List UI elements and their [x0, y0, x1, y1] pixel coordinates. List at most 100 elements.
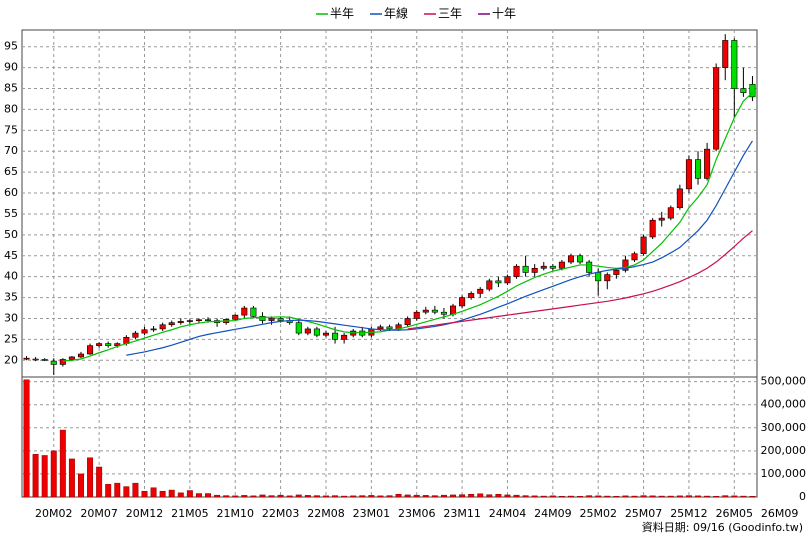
candle-body — [649, 219, 656, 238]
volume-bar — [214, 494, 221, 498]
volume-bar — [150, 487, 157, 498]
volume-tick-label: 500,000 — [761, 375, 807, 388]
candle-body — [277, 318, 284, 321]
candle-body — [422, 309, 429, 313]
candle-body — [50, 360, 57, 365]
y-tick-label: 50 — [4, 228, 18, 241]
candle-body — [413, 311, 420, 319]
candle-body — [177, 321, 184, 323]
candle-body — [667, 207, 674, 219]
candle-body — [713, 67, 720, 150]
volume-bar — [232, 495, 239, 498]
candle-body — [722, 40, 729, 68]
volume-bar — [41, 455, 48, 498]
y-tick-label: 85 — [4, 82, 18, 95]
volume-bar — [223, 495, 230, 498]
volume-bar — [141, 490, 148, 498]
volume-bar — [250, 495, 257, 498]
candle-body — [159, 324, 166, 330]
volume-bar — [123, 486, 130, 498]
candle-body — [522, 265, 529, 273]
candle-body — [241, 307, 248, 316]
volume-bar — [295, 494, 302, 498]
volume-bar — [359, 495, 366, 498]
x-tick-label: 23M06 — [398, 507, 436, 520]
volume-bar — [676, 495, 683, 498]
candle-body — [540, 265, 547, 269]
candle-body — [595, 272, 602, 282]
volume-bar — [159, 490, 166, 498]
volume-bar — [313, 495, 320, 498]
legend-label: 半年 — [330, 7, 354, 21]
volume-bar — [323, 495, 329, 498]
volume-bar — [168, 489, 175, 498]
y-tick-label: 25 — [4, 332, 18, 345]
candle-body — [105, 343, 112, 346]
volume-bar — [522, 495, 529, 498]
candle-body — [23, 357, 30, 360]
candle-body — [195, 319, 202, 322]
y-tick-label: 65 — [4, 165, 18, 178]
volume-bar — [568, 495, 574, 498]
x-tick-label: 26M05 — [716, 507, 754, 520]
volume-bar — [259, 494, 266, 498]
y-tick-label: 90 — [4, 61, 18, 74]
candle-body — [549, 265, 556, 269]
volume-bar — [23, 379, 30, 498]
candle-body — [68, 356, 75, 360]
volume-bar — [96, 466, 103, 498]
candle-body — [313, 328, 320, 336]
candle-body — [32, 358, 39, 361]
candle-body — [640, 236, 647, 254]
volume-bar — [450, 494, 456, 498]
volume-bar — [495, 493, 502, 498]
volume-bar — [558, 496, 565, 498]
volume-bar — [404, 494, 411, 498]
candle-body — [504, 276, 511, 284]
x-tick-label: 25M12 — [670, 507, 708, 520]
volume-bar — [622, 495, 629, 498]
candle-body — [268, 318, 275, 321]
volume-bar — [286, 495, 293, 498]
candle-body — [704, 148, 711, 179]
candle-body — [295, 322, 302, 334]
candle-body — [531, 268, 538, 273]
y-tick-label: 45 — [4, 249, 18, 262]
volume-bar — [268, 495, 275, 498]
candle-body — [150, 328, 157, 331]
volume-bar — [177, 492, 184, 498]
volume-bar — [540, 495, 547, 498]
ma-line — [407, 230, 753, 330]
volume-tick-label: 100,000 — [761, 467, 807, 480]
candle-body — [341, 334, 348, 340]
volume-bar — [631, 495, 638, 498]
volume-bar — [78, 473, 84, 498]
volume-bar — [350, 495, 357, 498]
volume-bar — [713, 496, 720, 498]
candle-body — [468, 293, 475, 298]
y-tick-label: 40 — [4, 270, 18, 283]
legend-label: 年線 — [384, 6, 408, 21]
volume-bar — [486, 494, 493, 498]
volume-bar — [731, 495, 738, 498]
candle-body — [631, 253, 638, 261]
candle-body — [558, 261, 565, 269]
candle-body — [740, 88, 747, 94]
candle-body — [77, 353, 85, 358]
candle-body — [232, 314, 239, 320]
y-tick-label: 95 — [4, 40, 18, 53]
x-tick-label: 23M11 — [443, 507, 481, 520]
x-tick-label: 21M10 — [216, 507, 254, 520]
y-tick-label: 30 — [4, 311, 18, 324]
candle-body — [577, 255, 584, 263]
volume-bar — [722, 495, 729, 498]
plot-frame — [21, 29, 758, 498]
volume-tick-label: 200,000 — [761, 444, 807, 457]
x-tick-label: 21M05 — [171, 507, 209, 520]
volume-bar — [685, 495, 692, 498]
volume-bar — [640, 495, 647, 498]
x-tick-label: 20M12 — [126, 507, 164, 520]
candle-body — [168, 322, 175, 326]
x-tick-label: 24M09 — [534, 507, 572, 520]
